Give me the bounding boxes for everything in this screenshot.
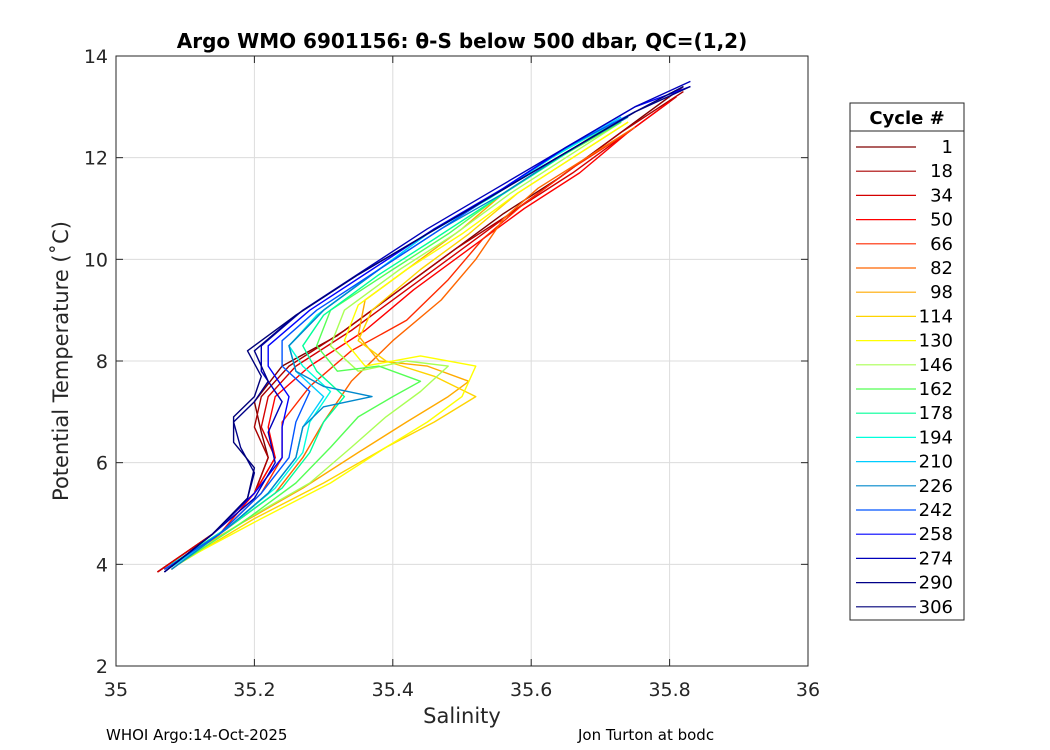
y-tick-label: 14	[84, 46, 108, 68]
legend: Cycle # 1 18 34 50 66 82 98 114 130 146 162 178 194 2…	[849, 102, 965, 621]
legend-label: 1	[942, 137, 953, 158]
data-series	[157, 80, 691, 573]
series-line-cycle-98	[171, 121, 615, 565]
legend-label: 210	[919, 452, 953, 473]
x-tick-label: 35	[104, 679, 128, 701]
legend-items: 1 18 34 50 66 82 98 114 130 146 162 178 194 210 226 242…	[856, 137, 953, 618]
y-axis-label: Potential Temperature (˚C)	[49, 221, 73, 501]
y-tick-label: 12	[84, 148, 108, 170]
legend-label: 306	[919, 597, 953, 618]
footer-source: WHOI Argo:14-Oct-2025	[106, 726, 288, 744]
series-line-cycle-146	[177, 121, 622, 565]
x-tick-label: 35.6	[510, 679, 552, 701]
series-line-cycle-162	[177, 121, 622, 565]
x-tick-label: 36	[796, 679, 820, 701]
series-line-cycle-306	[163, 85, 684, 573]
footer-author: Jon Turton at bodc	[578, 726, 715, 744]
legend-title: Cycle #	[869, 108, 944, 129]
series-line-cycle-130	[184, 121, 629, 560]
legend-label: 274	[919, 548, 953, 569]
legend-label: 82	[930, 258, 953, 279]
legend-label: 98	[930, 282, 953, 303]
y-tick-label: 4	[96, 554, 108, 576]
legend-label: 178	[919, 403, 953, 424]
y-tick-label: 2	[96, 656, 108, 678]
legend-label: 162	[919, 379, 953, 400]
y-tick-label: 8	[96, 351, 108, 373]
legend-label: 34	[930, 185, 953, 206]
x-tick-label: 35.4	[372, 679, 414, 701]
legend-label: 146	[919, 355, 953, 376]
x-tick-label: 35.8	[648, 679, 690, 701]
legend-label: 50	[930, 210, 953, 231]
x-tick-label: 35.2	[233, 679, 275, 701]
legend-label: 18	[930, 161, 953, 182]
series-line-cycle-114	[177, 121, 629, 565]
y-tick-label: 10	[84, 249, 108, 271]
legend-label: 258	[919, 524, 953, 545]
axis-ticks: 35 35.2 35.4 35.6 35.8 36 2 4 6 8 10 12 14	[84, 46, 820, 701]
legend-label: 114	[919, 306, 953, 327]
x-axis-label: Salinity	[423, 704, 501, 728]
series-line-cycle-178	[171, 121, 615, 565]
chart-title: Argo WMO 6901156: θ-S below 500 dbar, QC…	[177, 29, 747, 53]
legend-label: 194	[919, 427, 953, 448]
y-tick-label: 6	[96, 453, 108, 475]
legend-label: 242	[919, 500, 953, 521]
legend-label: 130	[919, 331, 953, 352]
series-line-cycle-50	[164, 101, 671, 570]
legend-label: 66	[930, 234, 953, 255]
series-line-cycle-226	[170, 116, 629, 570]
legend-label: 226	[919, 476, 953, 497]
legend-label: 290	[919, 573, 953, 594]
